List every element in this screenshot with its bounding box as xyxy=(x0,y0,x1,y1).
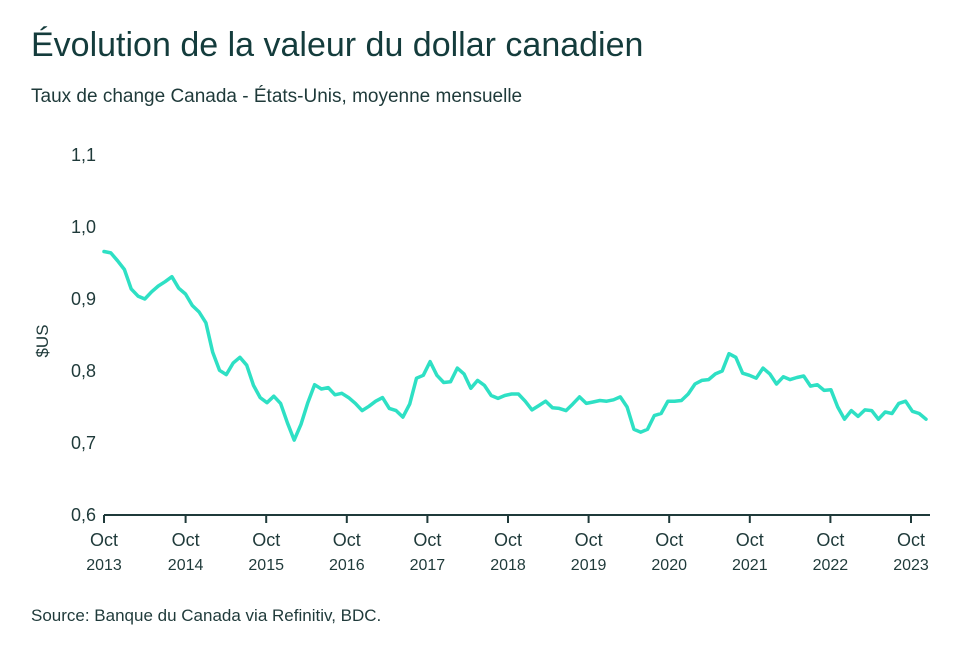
y-axis-title: $US xyxy=(33,324,52,357)
x-tick-label-year: 2021 xyxy=(732,557,768,574)
x-tick-label-month: Oct xyxy=(413,530,441,550)
x-axis-tick-labels: Oct 2013 Oct 2014 Oct 2015 Oct 2016 Oct 2017 Oct 20… xyxy=(86,530,929,574)
x-axis-ticks xyxy=(103,515,912,523)
y-tick-label: 0,6 xyxy=(71,505,96,525)
series-line-cad-usd xyxy=(102,249,928,442)
y-tick-label: 0,7 xyxy=(71,433,96,453)
chart-title: Évolution de la valeur du dollar canadie… xyxy=(31,26,644,64)
x-tick-label-month: Oct xyxy=(897,530,925,550)
x-tick-label-year: 2019 xyxy=(571,557,607,574)
x-tick-label-month: Oct xyxy=(333,530,361,550)
x-tick-label-month: Oct xyxy=(252,530,280,550)
x-tick-label-month: Oct xyxy=(816,530,844,550)
x-tick-label-year: 2013 xyxy=(86,557,122,574)
chart-subtitle: Taux de change Canada - États-Unis, moye… xyxy=(31,86,523,107)
x-tick-label-month: Oct xyxy=(90,530,118,550)
x-tick-label-year: 2018 xyxy=(490,557,526,574)
x-tick-label-year: 2016 xyxy=(329,557,365,574)
x-tick-label-month: Oct xyxy=(655,530,683,550)
y-tick-label: 1,1 xyxy=(71,145,96,165)
y-tick-label: 0,8 xyxy=(71,361,96,381)
x-tick-label-month: Oct xyxy=(172,530,200,550)
x-tick-label-year: 2023 xyxy=(893,557,929,574)
x-tick-label-month: Oct xyxy=(494,530,522,550)
x-tick-label-year: 2020 xyxy=(651,557,687,574)
y-tick-label: 1,0 xyxy=(71,217,96,237)
x-tick-label-year: 2015 xyxy=(248,557,284,574)
source-note: Source: Banque du Canada via Refinitiv, … xyxy=(31,606,382,625)
x-tick-label-year: 2014 xyxy=(168,557,204,574)
y-axis-tick-labels: 0,6 0,7 0,8 0,9 1,0 1,1 xyxy=(71,145,96,525)
x-tick-label-month: Oct xyxy=(736,530,764,550)
y-tick-label: 0,9 xyxy=(71,289,96,309)
x-tick-label-month: Oct xyxy=(575,530,603,550)
x-tick-label-year: 2022 xyxy=(813,557,849,574)
x-tick-label-year: 2017 xyxy=(410,557,446,574)
